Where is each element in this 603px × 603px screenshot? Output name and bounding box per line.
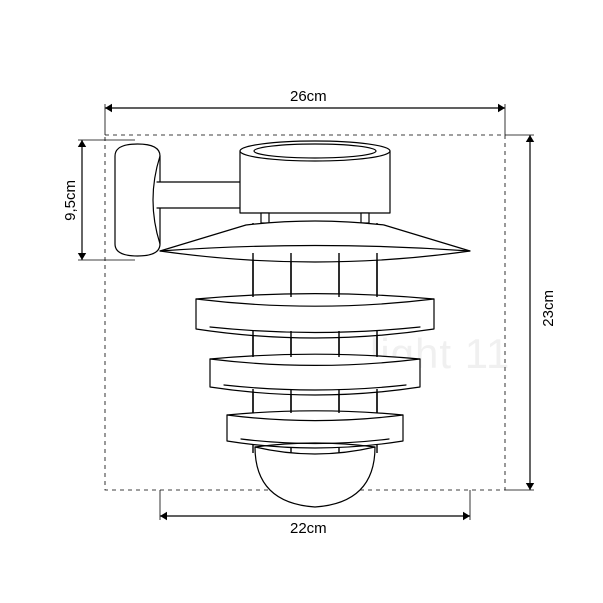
diagram-container: light 11 26cm 22cm 23cm 9,5cm — [0, 0, 603, 603]
dim-left-height: 9,5cm — [62, 180, 79, 221]
dim-top-width: 26cm — [290, 88, 327, 105]
dim-bottom-width: 22cm — [290, 520, 327, 537]
dim-right-height: 23cm — [540, 290, 557, 327]
